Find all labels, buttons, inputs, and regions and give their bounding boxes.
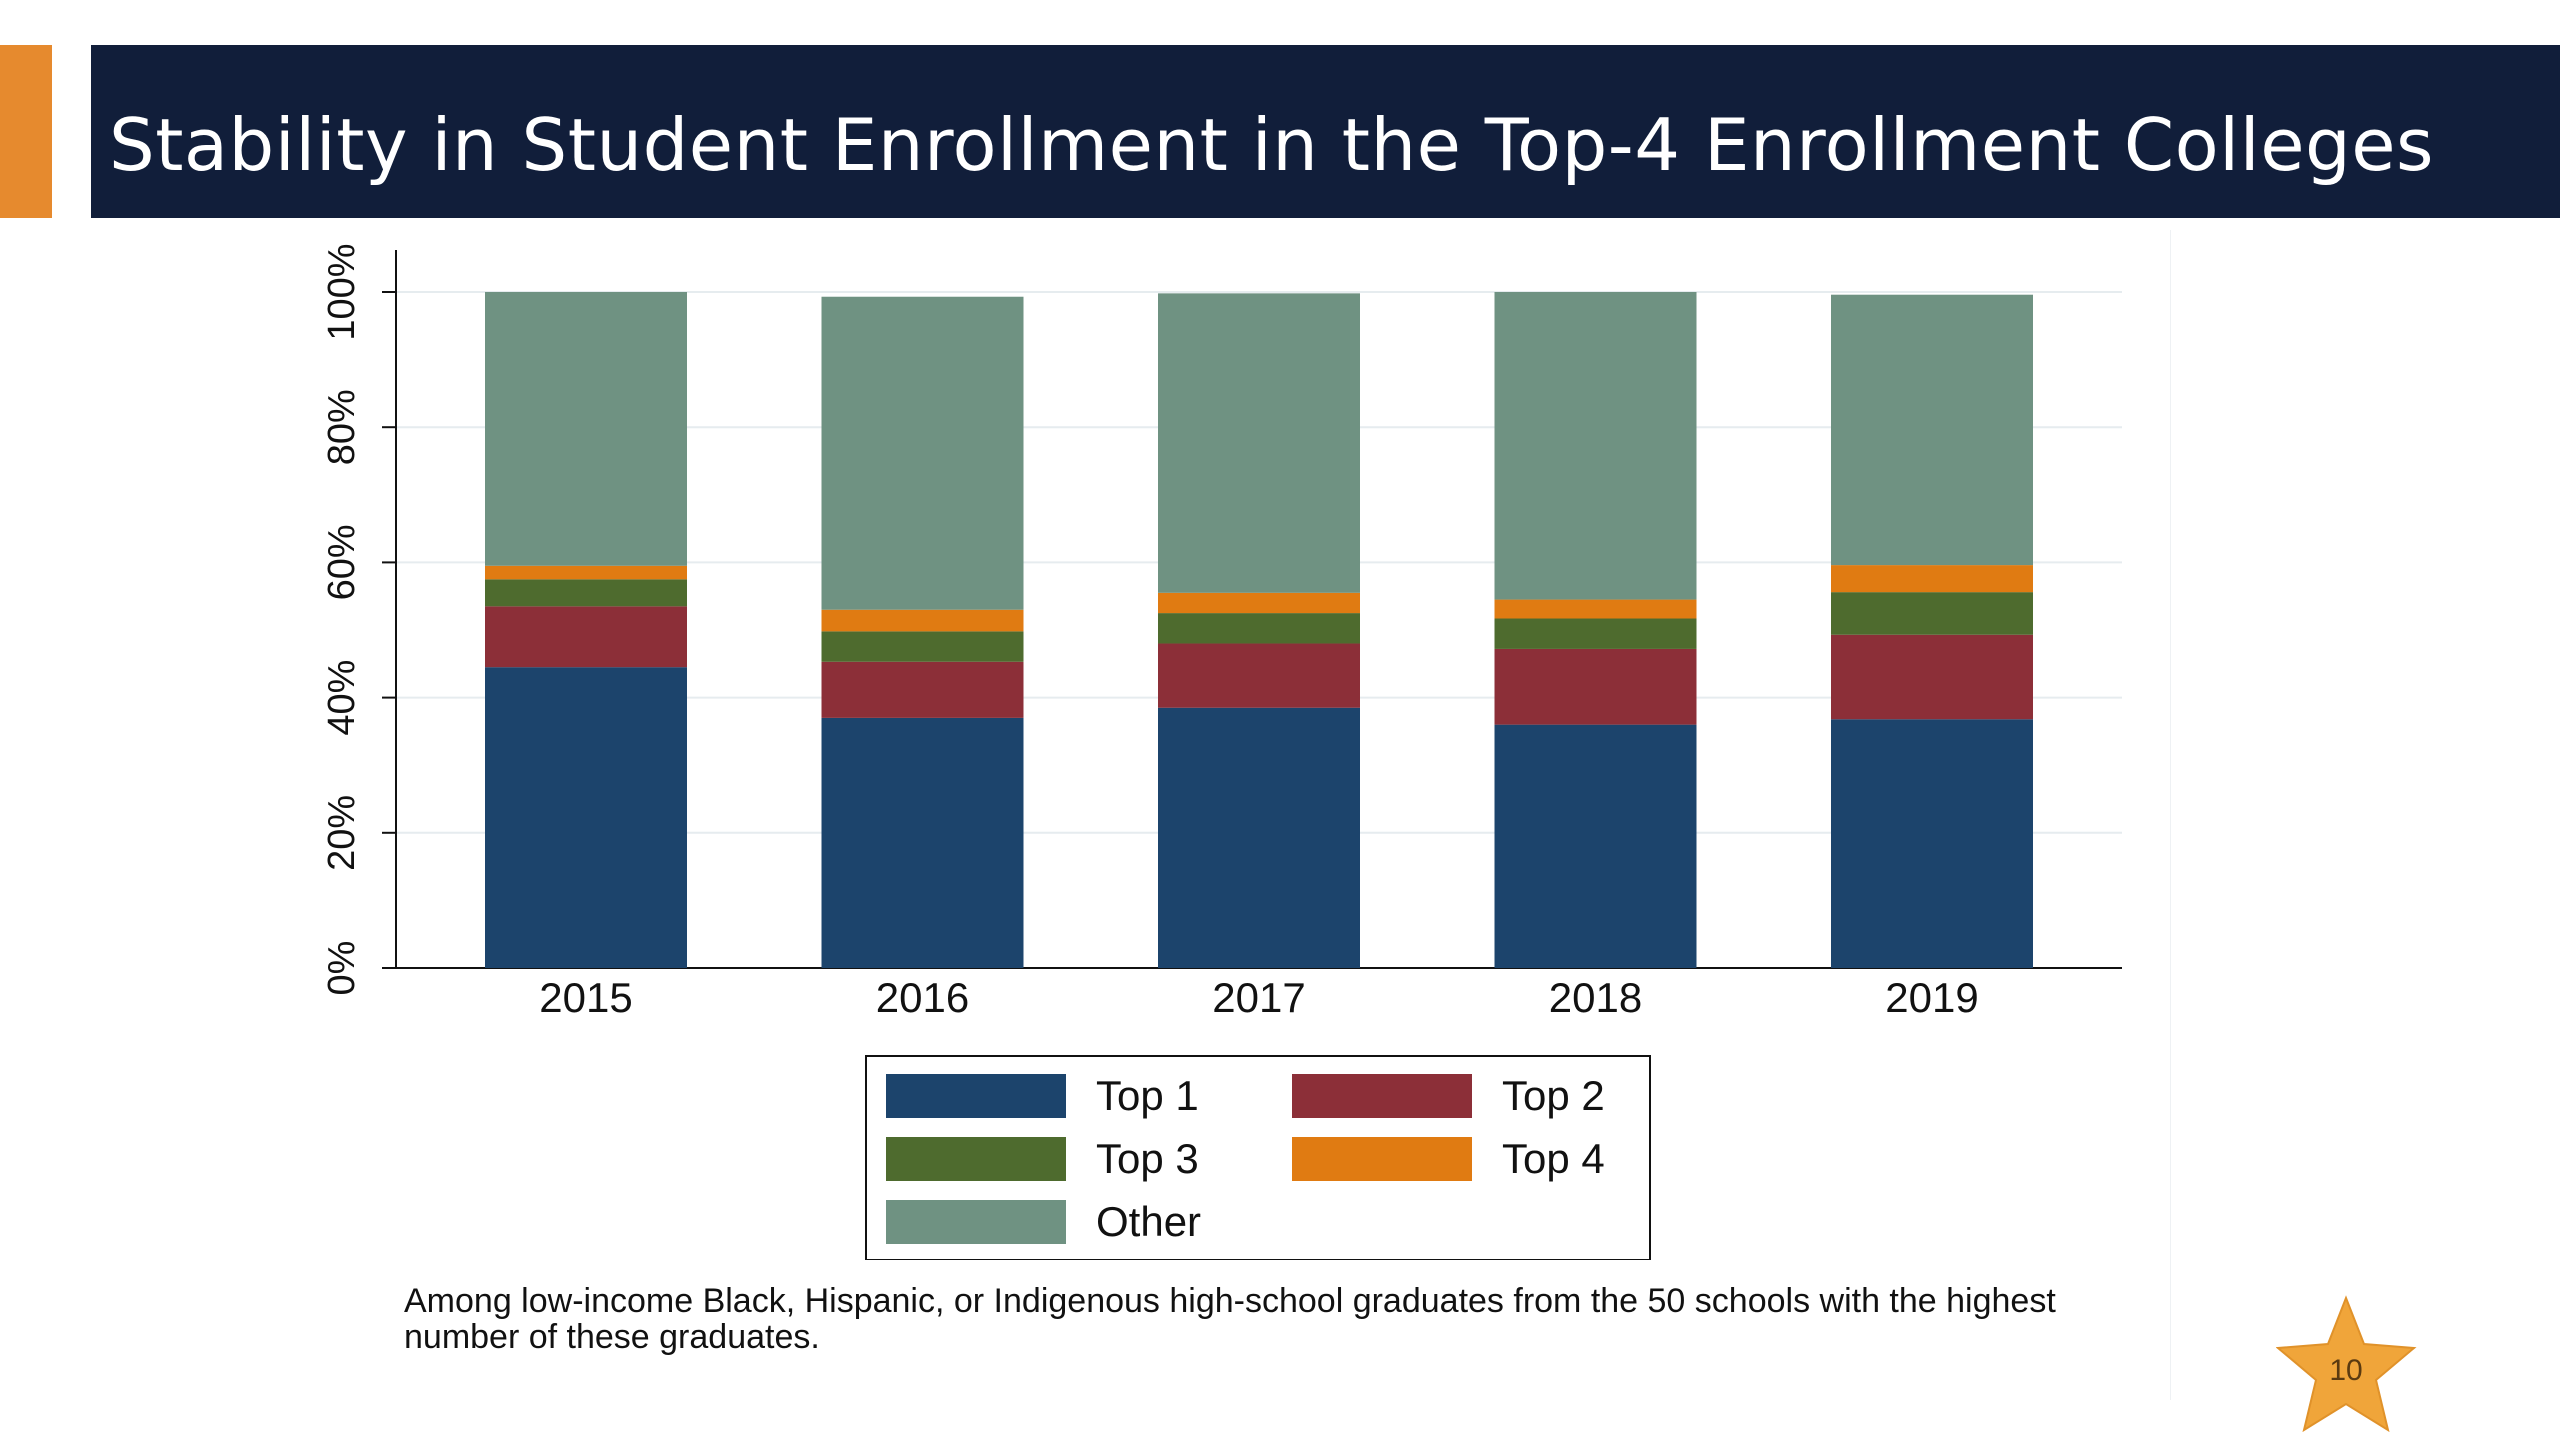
bar-top-1-2019 (1831, 719, 2033, 968)
bar-top-3-2018 (1494, 618, 1697, 649)
legend-swatch-top-1 (886, 1074, 1066, 1118)
bar-top-3-2015 (485, 579, 687, 607)
bar-other-2016 (821, 296, 1024, 610)
slide-title: Stability in Student Enrollment in the T… (109, 103, 2434, 187)
bar-top-2-2017 (1158, 643, 1360, 708)
legend-swatch-top-2 (1292, 1074, 1472, 1118)
legend-label-top-1: Top 1 (1096, 1072, 1199, 1119)
bar-top-1-2017 (1158, 707, 1360, 968)
page-number: 10 (2329, 1354, 2363, 1387)
x-tick-label: 2018 (1549, 974, 1642, 1021)
bar-top-3-2016 (821, 631, 1024, 662)
bar-other-2015 (485, 292, 687, 566)
page-number-star-icon: 10 (2275, 1292, 2426, 1440)
bar-top-4-2016 (821, 609, 1024, 632)
x-tick-label: 2019 (1885, 974, 1978, 1021)
y-tick-label: 40% (321, 660, 363, 736)
legend-label-top-2: Top 2 (1502, 1072, 1605, 1119)
x-tick-label: 2015 (539, 974, 632, 1021)
bar-top-1-2016 (821, 717, 1024, 968)
bar-top-4-2019 (1831, 565, 2033, 593)
legend-label-other: Other (1096, 1198, 1201, 1245)
legend-swatch-other (886, 1200, 1066, 1244)
bar-top-3-2017 (1158, 613, 1360, 644)
bar-top-4-2015 (485, 565, 687, 580)
bar-top-2-2016 (821, 661, 1024, 718)
legend-swatch-top-4 (1292, 1137, 1472, 1181)
bar-top-4-2017 (1158, 592, 1360, 614)
legend-label-top-4: Top 4 (1502, 1135, 1605, 1182)
bar-top-4-2018 (1494, 599, 1697, 619)
x-tick-label: 2016 (876, 974, 969, 1021)
bar-top-1-2018 (1494, 724, 1697, 968)
bar-top-2-2018 (1494, 648, 1697, 725)
y-tick-label: 60% (321, 524, 363, 600)
accent-bar (0, 45, 52, 218)
bar-top-2-2015 (485, 606, 687, 668)
chart-panel: 0% 20% 40% 60% 80% 100% 2015 2016 2017 2018 2019 To… (300, 230, 2171, 1400)
legend-swatch-top-3 (886, 1137, 1066, 1181)
y-tick-label: 100% (321, 243, 363, 340)
legend-label-top-3: Top 3 (1096, 1135, 1199, 1182)
y-tick-label: 20% (321, 795, 363, 871)
title-bar: Stability in Student Enrollment in the T… (91, 45, 2560, 218)
y-tick-label: 80% (321, 389, 363, 465)
bar-top-1-2015 (485, 667, 687, 968)
bar-other-2018 (1494, 292, 1697, 600)
y-tick-label: 0% (321, 941, 363, 996)
x-tick-label: 2017 (1212, 974, 1305, 1021)
bar-top-3-2019 (1831, 592, 2033, 635)
bar-top-2-2019 (1831, 634, 2033, 720)
bar-other-2017 (1158, 293, 1360, 593)
bar-other-2019 (1831, 294, 2033, 566)
stacked-bar-chart: 0% 20% 40% 60% 80% 100% 2015 2016 2017 2018 2019 To… (321, 243, 2122, 1260)
chart-caption: Among low-income Black, Hispanic, or Ind… (404, 1282, 2056, 1356)
